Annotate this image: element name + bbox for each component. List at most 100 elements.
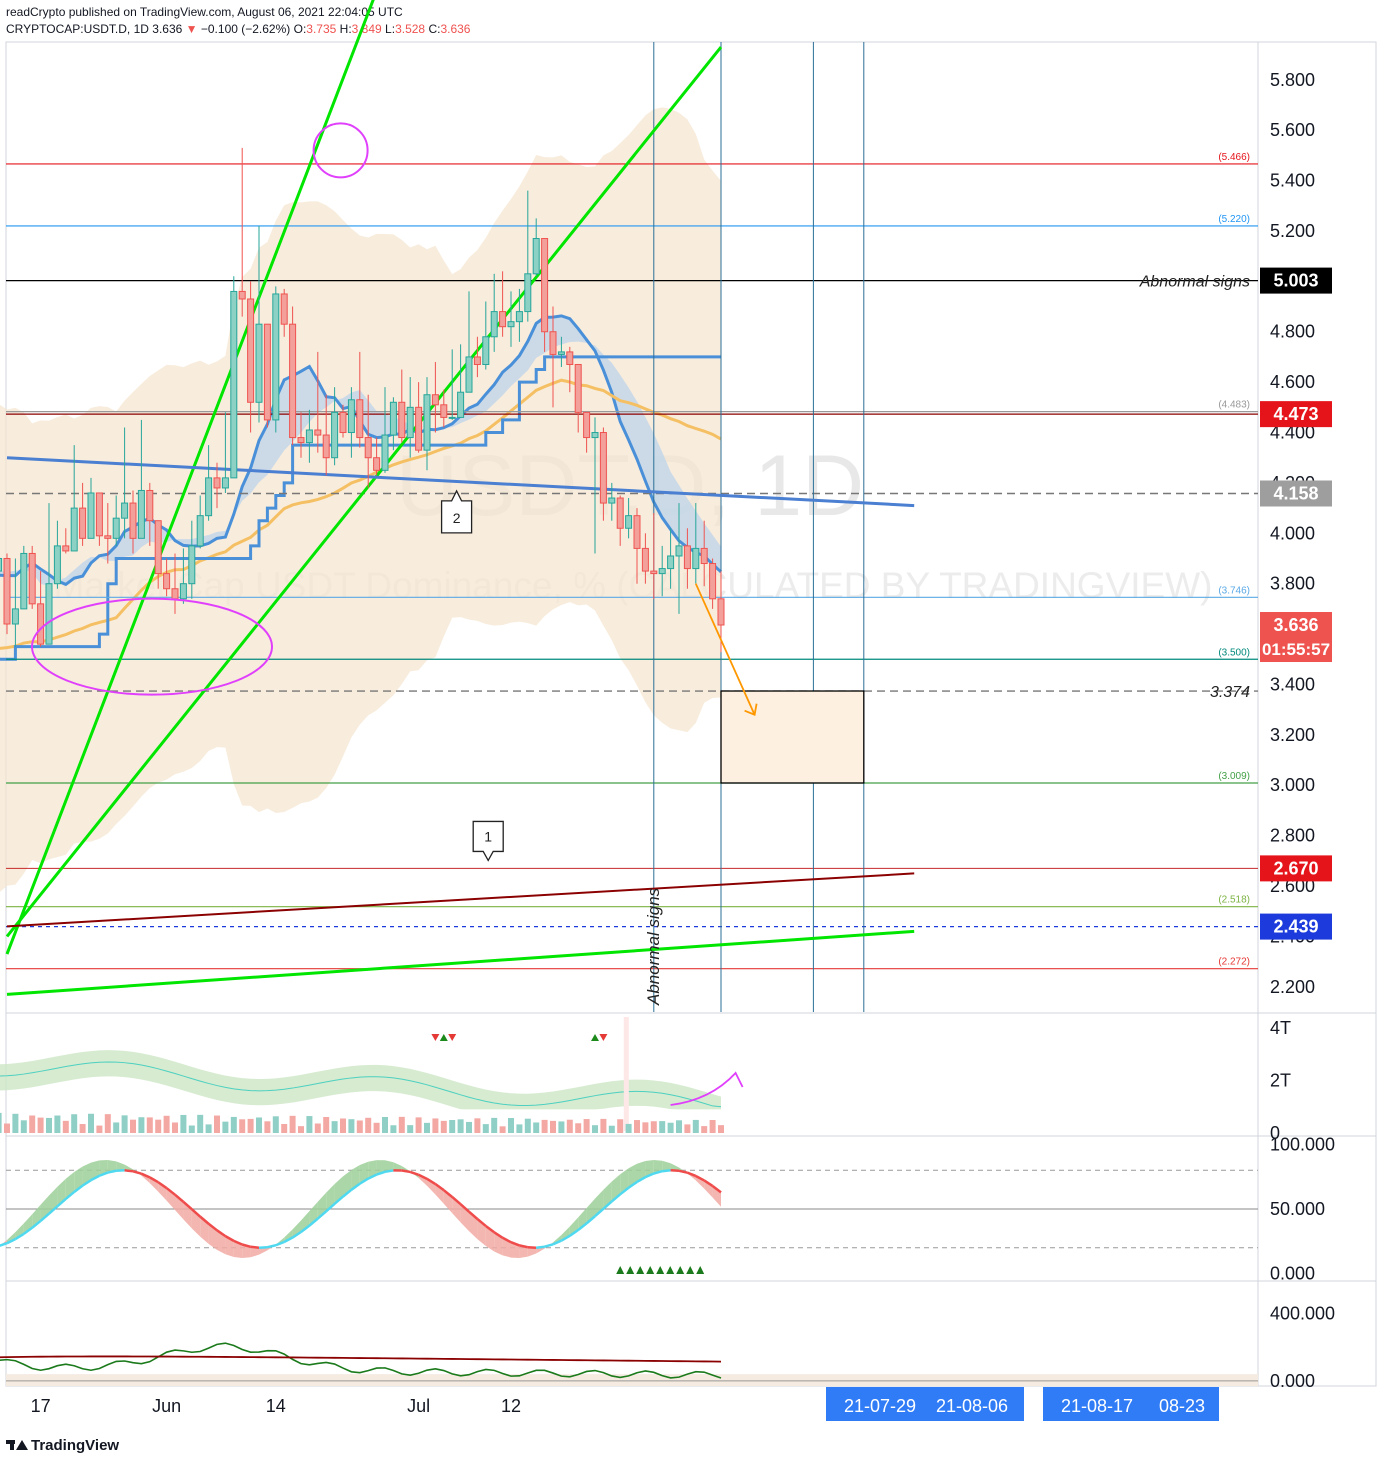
projection-arrowhead: [744, 703, 758, 716]
trendline-steep: [5, 0, 375, 955]
stoch-band: [116, 1161, 125, 1171]
volume-bar: [20, 1120, 27, 1133]
price-tick-label: 2.200: [1270, 977, 1315, 997]
stoch-band: [284, 1229, 293, 1243]
fib-level-label: (3.746): [1218, 585, 1250, 596]
volume-rise-arrow: [670, 1071, 744, 1106]
fib-level-label: (3.009): [1218, 771, 1250, 782]
stoch-buy-marker: [686, 1265, 695, 1274]
candle-body: [616, 497, 624, 529]
stoch-signal-segment: [250, 1245, 260, 1249]
stoch-signal-segment: [703, 1179, 714, 1188]
fib-level-label: (2.272): [1218, 957, 1250, 968]
volume-bar: [541, 1119, 548, 1133]
candle-body: [11, 608, 19, 625]
stoch-band: [149, 1177, 159, 1192]
chart-canvas[interactable]: USDT.D, 1DMarket Cap USDT Dominance, % (…: [0, 0, 1382, 1430]
price-tick-label: 3.000: [1270, 775, 1315, 795]
change-value: −0.100 (−2.62%): [200, 22, 291, 36]
time-highlight-label: 08-23: [1159, 1396, 1205, 1416]
volume-bar: [130, 1119, 136, 1133]
close-label: C:: [428, 22, 441, 36]
candle-body: [163, 573, 171, 590]
stoch-signal-segment: [258, 1245, 268, 1249]
candle-body: [28, 552, 36, 605]
volume-bar: [29, 1115, 36, 1133]
stoch-signal-segment: [594, 1207, 605, 1218]
stoch-signal-segment: [485, 1224, 495, 1234]
oscillator-zone: [6, 1374, 1258, 1386]
stoch-band: [91, 1160, 100, 1181]
volume-bar: [356, 1120, 363, 1133]
stoch-band: [259, 1247, 268, 1255]
stoch-band: [385, 1160, 394, 1172]
candle-body: [524, 273, 532, 313]
stoch-signal-segment: [418, 1173, 428, 1180]
stoch-signal-segment: [124, 1169, 134, 1173]
candle-body: [230, 290, 238, 479]
volume-bar: [113, 1122, 120, 1133]
candles: [0, 147, 725, 653]
volume-tick-label: 2T: [1270, 1071, 1291, 1091]
candle-body: [541, 238, 549, 333]
price-tick-label: 4.000: [1270, 523, 1315, 543]
volume-bar: [365, 1117, 372, 1133]
stoch-signal-segment: [695, 1174, 705, 1182]
callout-label-2: 2: [453, 510, 461, 526]
candle-body: [549, 331, 557, 355]
stoch-band: [82, 1162, 91, 1186]
candle-body: [683, 545, 691, 570]
volume-bar: [608, 1125, 615, 1133]
stoch-signal-segment: [443, 1189, 453, 1198]
stoch-signal-segment: [476, 1218, 487, 1227]
candle-body: [70, 507, 78, 552]
candle-body: [104, 535, 112, 539]
candle-body: [709, 563, 717, 600]
volume-bar: [407, 1125, 414, 1133]
stoch-signal-segment: [426, 1177, 437, 1186]
stoch-signal-segment: [23, 1226, 33, 1235]
volume-bar: [650, 1121, 657, 1133]
stoch-signal-segment: [316, 1210, 328, 1220]
candle-body: [532, 238, 540, 275]
stoch-signal-segment: [233, 1239, 243, 1246]
tradingview-logo[interactable]: TradingView: [6, 1437, 119, 1454]
volume-bar: [340, 1118, 346, 1133]
candle-body: [272, 293, 280, 421]
price-label: 3.636: [1273, 615, 1318, 635]
candle-body: [146, 489, 154, 522]
candle-body: [121, 502, 129, 519]
stoch-band: [561, 1226, 570, 1241]
candle-body: [213, 477, 221, 489]
volume-bar: [583, 1119, 590, 1133]
time-highlight-bg: [826, 1387, 1024, 1421]
candle-body: [415, 406, 423, 451]
volume-bar: [155, 1119, 162, 1133]
stoch-signal-segment: [291, 1230, 302, 1239]
stoch-signal-segment: [459, 1203, 470, 1213]
time-highlight-label: 21-08-17: [1061, 1396, 1133, 1416]
volume-bar: [104, 1114, 111, 1133]
volume-bar: [432, 1118, 439, 1133]
volume-signal-marker: [431, 1034, 440, 1041]
volume-bar: [482, 1124, 489, 1133]
candle-body: [675, 545, 683, 557]
stoch-buy-marker: [696, 1265, 705, 1274]
candle-body: [289, 323, 297, 439]
stoch-band: [99, 1160, 108, 1176]
volume-bar: [0, 1112, 2, 1133]
symbol-name[interactable]: CRYPTOCAP:USDT.D, 1D: [6, 22, 149, 36]
oscillator-ma-line: [0, 1355, 722, 1363]
stoch-signal-segment: [157, 1181, 168, 1190]
stoch-signal-segment: [585, 1215, 596, 1225]
volume-bar: [222, 1121, 229, 1133]
stoch-signal-segment: [493, 1231, 504, 1239]
stoch-signal-segment: [662, 1169, 671, 1173]
volume-bar: [138, 1117, 145, 1133]
stoch-band: [519, 1245, 528, 1258]
volume-bar: [331, 1121, 338, 1133]
stoch-signal-segment: [367, 1173, 378, 1180]
stoch-band: [645, 1159, 654, 1178]
stoch-signal-segment: [333, 1195, 344, 1205]
stepped-trailing-line: [0, 355, 721, 661]
